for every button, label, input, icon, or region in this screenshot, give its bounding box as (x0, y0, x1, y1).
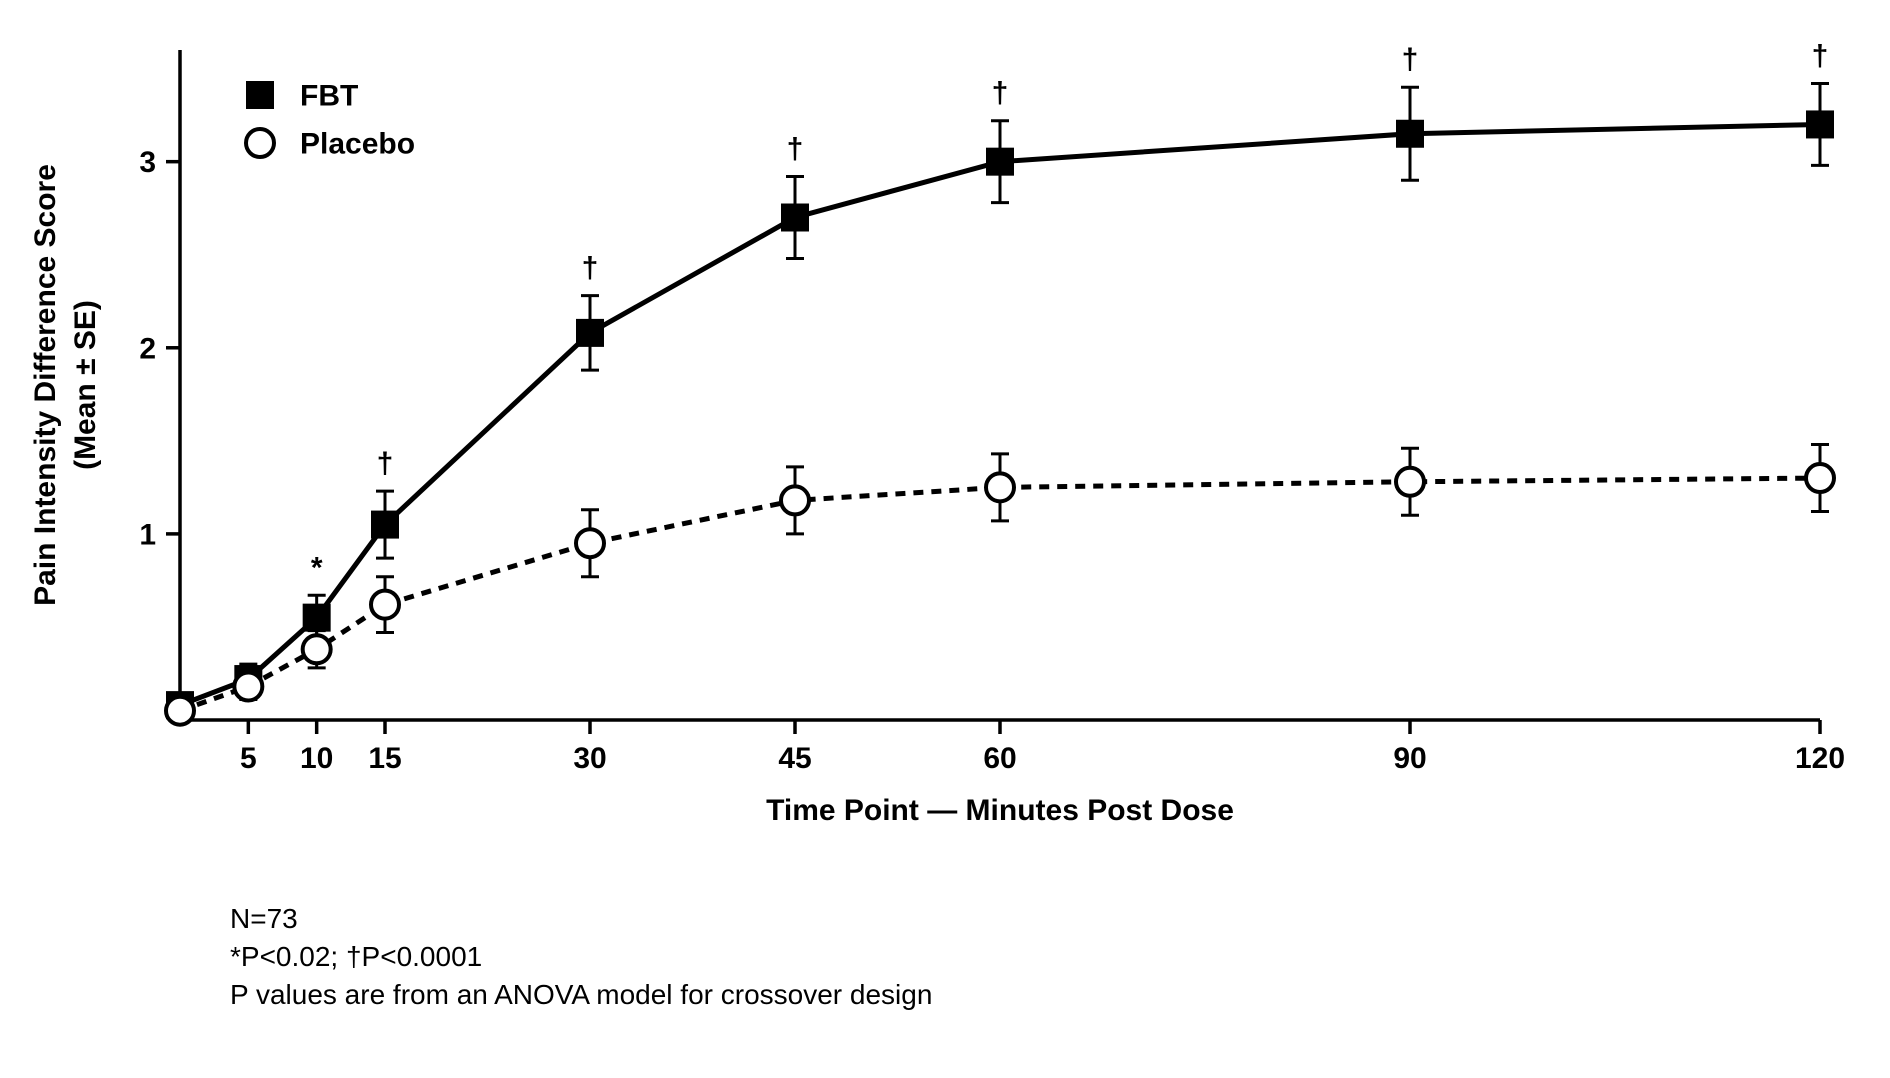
significance-marker: † (582, 252, 599, 285)
x-tick-label: 15 (368, 742, 401, 775)
marker-circle (576, 529, 604, 557)
x-axis-label: Time Point — Minutes Post Dose (766, 794, 1234, 827)
significance-marker: † (992, 77, 1009, 110)
marker-circle (234, 673, 262, 701)
marker-circle (1396, 468, 1424, 496)
x-tick-label: 45 (778, 742, 811, 775)
significance-marker: † (1402, 43, 1419, 76)
legend-marker-square (246, 81, 274, 109)
legend-label: FBT (300, 80, 358, 113)
significance-marker: † (787, 133, 804, 166)
marker-square (986, 148, 1014, 176)
y-axis-label: Pain Intensity Difference Score (29, 164, 62, 606)
marker-square (781, 204, 809, 232)
legend-label: Placebo (300, 128, 415, 161)
x-tick-label: 90 (1393, 742, 1426, 775)
significance-marker: † (1812, 40, 1829, 73)
marker-circle (781, 486, 809, 514)
chart-container: 1 2 3 5 10 15 30 45 60 90 120 Pain Intensity Differ… (0, 0, 1890, 1078)
y-tick-label: 1 (139, 518, 156, 551)
footnote-line: *P<0.02; †P<0.0001 (230, 938, 932, 976)
marker-circle (371, 591, 399, 619)
x-tick-label: 10 (300, 742, 333, 775)
x-tick-label: 5 (240, 742, 257, 775)
footnote-line: N=73 (230, 900, 932, 938)
legend-marker-circle (246, 129, 274, 157)
marker-square (576, 319, 604, 347)
x-tick-label: 120 (1795, 742, 1845, 775)
marker-circle (1806, 464, 1834, 492)
footnote-line: P values are from an ANOVA model for cro… (230, 976, 932, 1014)
significance-marker: † (377, 447, 394, 480)
marker-square (1806, 110, 1834, 138)
marker-circle (986, 473, 1014, 501)
marker-square (371, 511, 399, 539)
marker-square (303, 604, 331, 632)
y-axis-label-2: (Mean ± SE) (69, 300, 102, 470)
chart-footnotes: N=73*P<0.02; †P<0.0001P values are from … (230, 900, 932, 1013)
y-tick-label: 2 (139, 332, 156, 365)
x-tick-label: 30 (573, 742, 606, 775)
y-tick-label: 3 (139, 146, 156, 179)
marker-circle (303, 635, 331, 663)
significance-marker: * (311, 551, 323, 584)
marker-square (1396, 120, 1424, 148)
x-tick-label: 60 (983, 742, 1016, 775)
marker-circle (166, 697, 194, 725)
